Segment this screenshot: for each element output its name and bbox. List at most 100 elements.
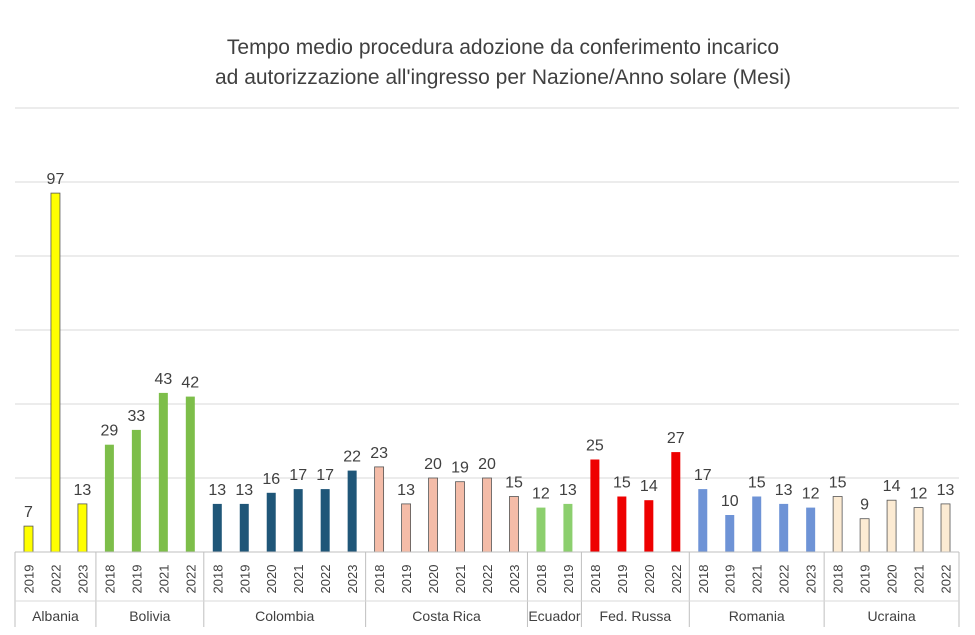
data-label: 17 [289, 467, 307, 484]
bar [50, 192, 61, 553]
x-tick-label: 2023 [804, 565, 819, 594]
bar [293, 489, 303, 552]
bar [347, 470, 357, 552]
bar [266, 492, 276, 552]
data-label: 13 [74, 482, 92, 499]
bar [940, 503, 951, 553]
x-tick-label: 2019 [399, 565, 414, 594]
x-tick-label: 2021 [912, 565, 927, 594]
x-tick-label: 2022 [777, 565, 792, 594]
bar [698, 489, 708, 552]
x-tick-label: 2019 [723, 565, 738, 594]
x-tick-label: 2018 [372, 565, 387, 594]
bar [590, 459, 600, 552]
x-tick-label: 2018 [696, 565, 711, 594]
x-tick-label: 2019 [561, 565, 576, 594]
data-label: 12 [802, 486, 820, 503]
bar [779, 503, 789, 552]
data-label: 13 [937, 482, 955, 499]
bar [77, 503, 88, 553]
x-tick-label: 2020 [426, 565, 441, 594]
x-tick-label: 2018 [102, 565, 117, 594]
data-label: 13 [208, 482, 226, 499]
group-label: Albania [32, 608, 79, 624]
data-label: 13 [559, 482, 577, 499]
x-tick-label: 2018 [831, 565, 846, 594]
x-tick-label: 2019 [21, 565, 36, 594]
data-label: 43 [154, 371, 172, 388]
data-label: 14 [640, 478, 658, 495]
data-label: 20 [424, 456, 442, 473]
bar [509, 496, 519, 553]
bar [131, 429, 141, 552]
group-label: Ecuador [528, 608, 580, 624]
x-tick-label: 2021 [291, 565, 306, 594]
x-tick-label: 2022 [480, 565, 495, 594]
bar [320, 489, 330, 552]
bar [536, 507, 546, 552]
data-label: 13 [775, 482, 793, 499]
data-label: 42 [181, 375, 199, 392]
x-tick-label: 2019 [858, 565, 873, 594]
data-label: 27 [667, 430, 685, 447]
data-label: 17 [316, 467, 334, 484]
category-axis: 2019 2022 2023 2018 2019 2021 2022 2018 2019 2020… [14, 551, 960, 627]
group-label: Ucraina [867, 608, 915, 624]
data-label: 15 [748, 475, 766, 492]
group-label: Fed. Russa [600, 608, 672, 624]
bar [913, 507, 924, 553]
x-tick-label: 2019 [237, 565, 252, 594]
bar [23, 525, 34, 553]
x-tick-label: 2018 [210, 565, 225, 594]
bar [239, 503, 249, 552]
x-tick-label: 2019 [129, 565, 144, 594]
bar [212, 503, 222, 552]
x-tick-label: 2021 [156, 565, 171, 594]
group-label: Romania [729, 608, 785, 624]
bar [158, 392, 168, 552]
data-label: 12 [532, 486, 550, 503]
x-tick-label: 2020 [885, 565, 900, 594]
bar [428, 477, 438, 553]
x-tick-label: 2023 [75, 565, 90, 594]
data-label: 15 [505, 475, 523, 492]
group-label: Bolivia [129, 608, 170, 624]
bar [725, 515, 735, 552]
x-tick-label: 2019 [615, 565, 630, 594]
data-label: 22 [343, 449, 361, 466]
data-label: 13 [235, 482, 253, 499]
bar [806, 507, 816, 552]
bars [23, 192, 951, 553]
data-label: 12 [910, 486, 928, 503]
bar [886, 499, 897, 553]
bar [644, 500, 654, 552]
data-label: 20 [478, 456, 496, 473]
data-label: 14 [883, 478, 901, 495]
data-label: 25 [586, 438, 604, 455]
x-tick-label: 2023 [345, 565, 360, 594]
x-tick-label: 2020 [642, 565, 657, 594]
bar [374, 466, 385, 553]
data-label: 23 [370, 445, 388, 462]
x-tick-label: 2020 [264, 565, 279, 594]
x-tick-label: 2022 [48, 565, 63, 594]
gridlines [15, 107, 959, 479]
x-tick-label: 2021 [453, 565, 468, 594]
data-label: 33 [127, 408, 145, 425]
data-label: 16 [262, 471, 280, 488]
x-tick-label: 2022 [183, 565, 198, 594]
bar [671, 452, 681, 552]
data-label: 7 [24, 504, 33, 521]
x-tick-label: 2022 [939, 565, 954, 594]
data-label: 17 [694, 467, 712, 484]
x-tick-label: 2018 [534, 565, 549, 594]
x-tick-label: 2021 [750, 565, 765, 594]
bar [617, 496, 627, 552]
x-tick-label: 2022 [318, 565, 333, 594]
data-label: 15 [613, 475, 631, 492]
data-label: 15 [829, 475, 847, 492]
group-label: Colombia [255, 608, 314, 624]
bar [859, 518, 870, 553]
